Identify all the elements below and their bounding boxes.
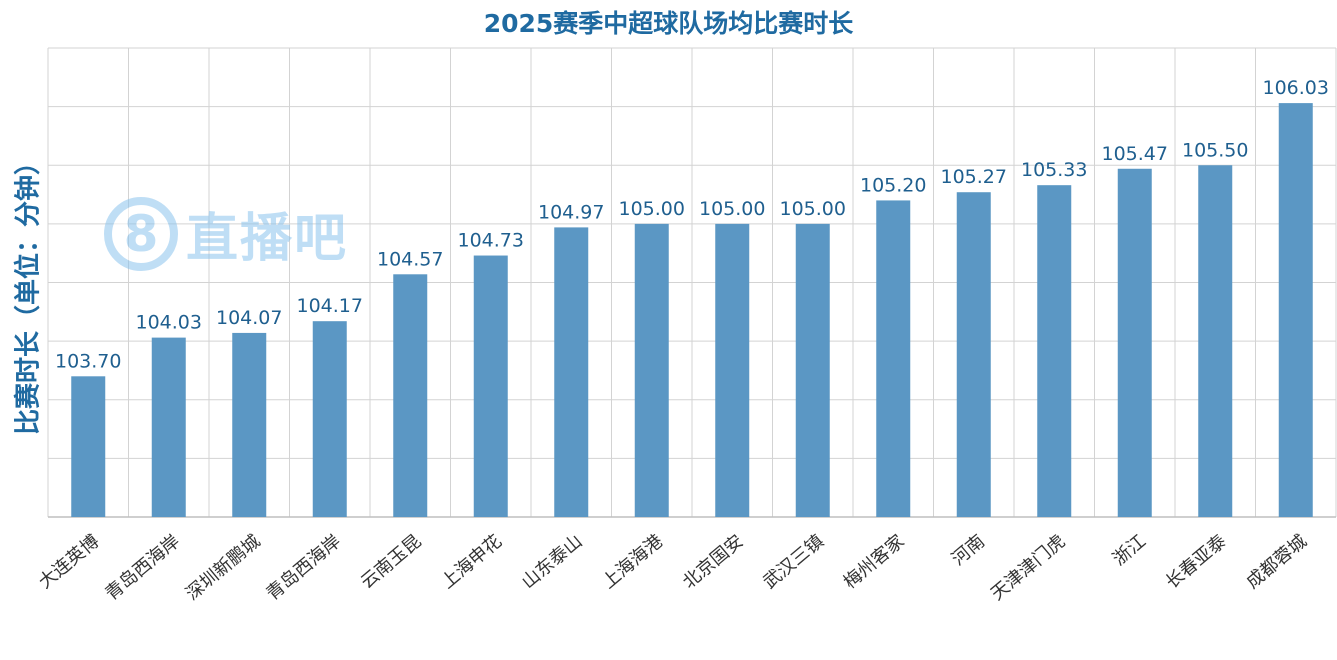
bar bbox=[554, 227, 589, 517]
value-labels: 103.70 104.03 104.07 104.17 104.57 104.73 104.… bbox=[55, 77, 1329, 372]
bar-value-label: 105.20 bbox=[860, 174, 926, 196]
x-tick-label: 云南玉昆 bbox=[357, 531, 426, 593]
x-tick-label: 山东泰山 bbox=[518, 531, 587, 593]
bar-value-label: 105.47 bbox=[1102, 143, 1168, 165]
bar bbox=[232, 332, 267, 517]
bar-value-label: 104.07 bbox=[216, 307, 282, 329]
bar-value-label: 103.70 bbox=[55, 350, 121, 372]
bar bbox=[876, 200, 911, 518]
x-tick-label: 上海海港 bbox=[598, 531, 667, 593]
x-tick-label: 青岛西海岸 bbox=[102, 531, 184, 605]
bar bbox=[312, 321, 347, 517]
bar-value-label: 105.50 bbox=[1182, 139, 1248, 161]
bar-value-label: 104.97 bbox=[538, 201, 604, 223]
bar-value-label: 104.57 bbox=[377, 248, 443, 270]
chart-title: 2025赛季中超球队场均比赛时长 bbox=[483, 9, 854, 38]
bar bbox=[795, 223, 830, 517]
x-tick-label: 深圳新鹏城 bbox=[182, 531, 264, 605]
x-tick-label: 上海申花 bbox=[437, 531, 506, 593]
bar-value-label: 104.03 bbox=[136, 312, 202, 334]
x-tick-label: 河南 bbox=[948, 531, 989, 570]
x-tick-label: 青岛西海岸 bbox=[263, 531, 345, 605]
bar bbox=[634, 223, 669, 517]
bar-value-label: 105.00 bbox=[780, 198, 846, 220]
x-tick-label: 成都蓉城 bbox=[1242, 531, 1311, 593]
bar-value-label: 105.00 bbox=[619, 198, 685, 220]
x-tick-label: 梅州客家 bbox=[840, 531, 909, 593]
watermark-text: 直播吧 bbox=[186, 209, 349, 269]
bar-value-label: 105.33 bbox=[1021, 159, 1087, 181]
bar-value-label: 105.27 bbox=[941, 166, 1007, 188]
bar bbox=[1198, 165, 1233, 517]
bar bbox=[1037, 185, 1072, 517]
bar bbox=[473, 255, 508, 517]
x-tick-label: 天津津门虎 bbox=[987, 531, 1069, 605]
bar-value-label: 104.73 bbox=[458, 230, 524, 252]
x-tick-label: 武汉三镇 bbox=[759, 531, 828, 593]
bar bbox=[1117, 168, 1152, 517]
watermark-logo: 8 直播吧 bbox=[104, 196, 348, 271]
bar bbox=[151, 337, 186, 517]
y-axis-label: 比赛时长（单位：分钟） bbox=[13, 148, 44, 436]
x-tick-labels: 大连英博青岛西海岸深圳新鹏城青岛西海岸 云南玉昆 上海申花 山东泰山 上海海港 北京国安武… bbox=[35, 531, 1311, 605]
bar bbox=[393, 274, 428, 517]
x-tick-label: 北京国安 bbox=[679, 531, 748, 593]
bar bbox=[956, 192, 991, 517]
bar bbox=[1278, 103, 1313, 518]
bar-value-label: 104.17 bbox=[297, 295, 363, 317]
bars bbox=[71, 103, 1313, 518]
x-tick-label: 大连英博 bbox=[35, 531, 104, 593]
x-tick-label: 长春亚泰 bbox=[1162, 531, 1231, 593]
bar-value-label: 105.00 bbox=[699, 198, 765, 220]
bar bbox=[71, 376, 106, 517]
bar bbox=[715, 223, 750, 517]
x-tick-label: 浙江 bbox=[1109, 531, 1150, 570]
bar-value-label: 106.03 bbox=[1263, 77, 1329, 99]
watermark-badge: 8 bbox=[104, 196, 178, 271]
